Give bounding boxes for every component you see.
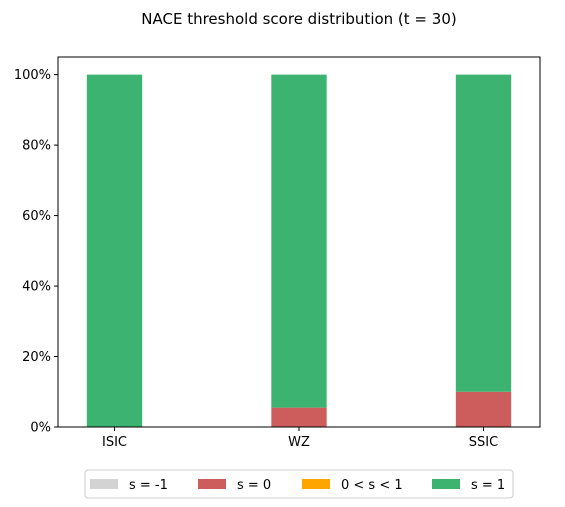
legend-label: s = 1 — [471, 478, 505, 493]
x-tick-label: ISIC — [102, 435, 127, 450]
y-tick-label: 0% — [30, 421, 51, 436]
bars-layer — [86, 74, 512, 427]
chart-title: NACE threshold score distribution (t = 3… — [141, 10, 456, 28]
legend-swatch — [90, 479, 118, 489]
x-axis: ISIC WZ SSIC — [102, 427, 498, 450]
y-tick-label: 60% — [22, 209, 51, 224]
x-tick-label: WZ — [288, 435, 310, 450]
legend-label: s = 0 — [237, 478, 271, 493]
legend-swatch — [198, 479, 226, 489]
bar-isic-series-3 — [86, 74, 143, 427]
legend-label: s = -1 — [129, 478, 168, 493]
bar-ssic-series-3 — [455, 74, 512, 392]
legend-swatch — [302, 479, 330, 489]
legend: s = -1 s = 0 0 < s < 1 s = 1 — [84, 469, 514, 499]
bar-wz-series-1 — [271, 407, 327, 427]
y-tick-label: 80% — [22, 139, 51, 154]
bar-wz-series-3 — [271, 74, 327, 408]
legend-label: 0 < s < 1 — [341, 478, 403, 493]
y-axis: 0% 20% 40% 60% 80% 100% — [14, 68, 58, 436]
y-tick-label: 40% — [22, 280, 51, 295]
legend-frame — [84, 469, 514, 499]
x-tick-label: SSIC — [469, 435, 498, 450]
y-tick-label: 100% — [14, 68, 51, 83]
legend-swatch — [432, 479, 460, 489]
bar-ssic-series-1 — [455, 391, 512, 427]
y-tick-label: 20% — [22, 350, 51, 365]
plot-frame — [57, 56, 541, 428]
